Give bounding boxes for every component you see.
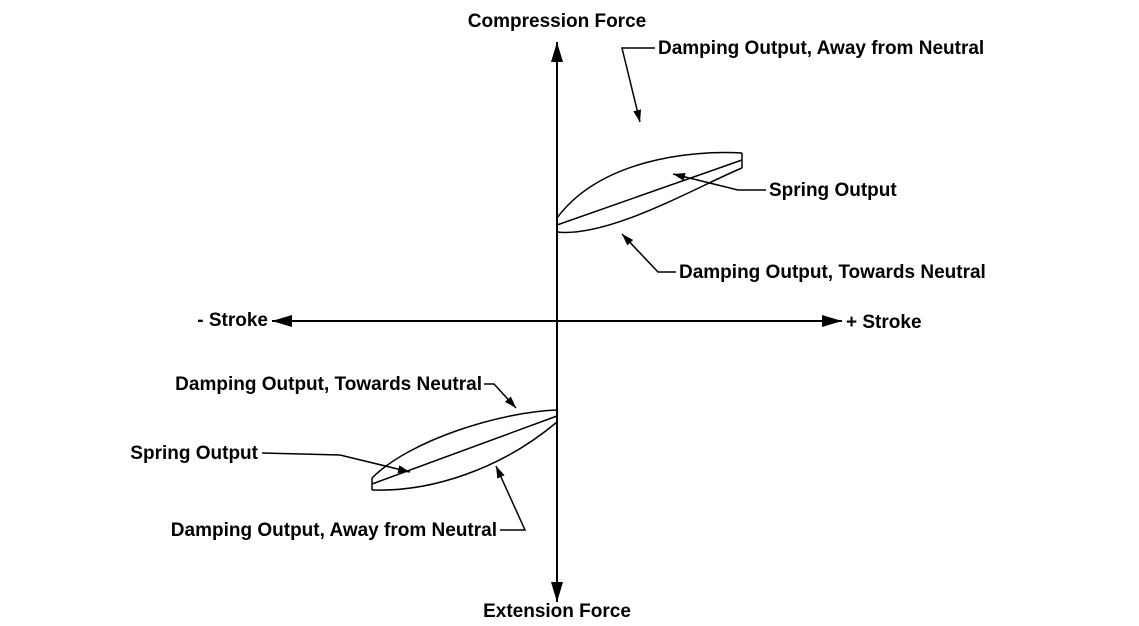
leader xyxy=(484,383,517,409)
spring-line xyxy=(371,415,558,485)
loop-curve xyxy=(371,409,558,479)
annotation: Spring Output xyxy=(130,443,258,464)
loop-curve xyxy=(556,167,743,234)
annotation: Spring Output xyxy=(769,180,897,201)
loop-curve xyxy=(556,151,743,219)
leader xyxy=(621,233,676,273)
axis-label: Extension Force xyxy=(483,601,631,622)
spring-line xyxy=(556,159,743,226)
annotation: Damping Output, Away from Neutral xyxy=(658,38,984,59)
axis-label: - Stroke xyxy=(197,310,268,331)
leader xyxy=(261,452,411,474)
annotation: Damping Output, Away from Neutral xyxy=(171,520,497,541)
leader xyxy=(495,465,527,531)
annotation: Damping Output, Towards Neutral xyxy=(679,262,986,283)
annotation: Damping Output, Towards Neutral xyxy=(175,374,482,395)
axis-label: + Stroke xyxy=(846,312,922,333)
leader xyxy=(621,47,655,123)
leader xyxy=(672,172,766,191)
axis-label: Compression Force xyxy=(468,11,646,32)
loop-curve xyxy=(371,421,558,491)
